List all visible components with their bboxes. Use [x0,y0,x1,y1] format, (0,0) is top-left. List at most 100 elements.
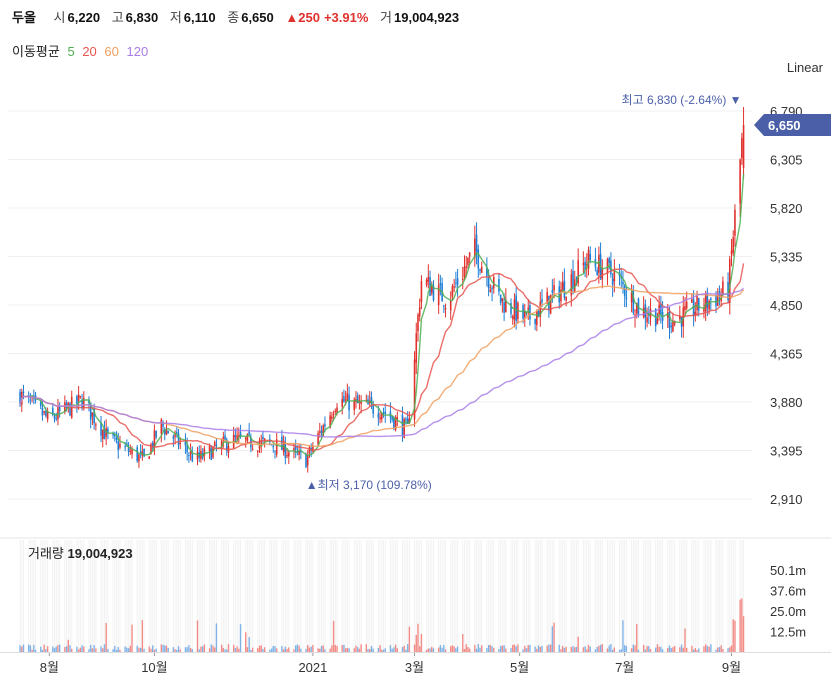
high-value: 6,830 [125,10,159,25]
candle-body [244,437,247,440]
volume-bar [465,644,467,652]
candle-body [172,436,175,439]
moving-average-legend[interactable]: 이동평균 5 20 60 120 [12,41,152,60]
candle-body [546,292,548,304]
volume-tick-label: 25.0m [770,604,806,619]
candle-body [549,294,552,314]
volume-bar [379,645,381,652]
volume-bar [365,644,368,652]
volume-bar [319,648,321,652]
candle-body [437,285,440,305]
volume-bar [505,648,507,652]
candle-body [572,270,574,289]
volume-bar [141,620,144,652]
scale-toggle[interactable]: Linear [786,60,823,75]
candle-body [739,159,741,204]
candle-body [382,412,385,414]
candle-body [293,447,295,452]
candle-body [143,448,145,457]
volume-bar [670,648,672,652]
volume-bar [668,645,671,652]
candle-body [728,259,731,304]
volume-bar [498,648,500,652]
candle-body [239,432,242,438]
volume-bar [429,648,431,652]
candle-body [210,448,213,460]
price-tick-label: 6,305 [770,153,803,168]
ma-120: 120 [126,44,149,59]
candle-body [215,445,218,447]
price-tick-label: 3,880 [770,395,803,410]
volume-bar [215,623,218,652]
volume-bar [102,648,104,652]
volume-bar [239,624,242,652]
volume-bar [29,645,32,652]
candle-body [324,424,326,427]
volume-bar [19,645,21,652]
candle-body [673,320,676,325]
candle-body [320,430,323,434]
candle-body [706,292,709,308]
volume-bar [611,649,614,652]
volume-bar [93,645,95,652]
candle-body [360,401,362,404]
candle-body [668,311,671,328]
volume-bar [274,646,276,652]
volume-bar [673,645,676,652]
candle-body [536,311,538,326]
candle-body [176,432,178,434]
candle-body [406,418,409,424]
current-price-label: 6,650 [768,118,801,133]
volume-bar [114,645,116,652]
volume-bar [467,647,469,652]
volume-bar [53,648,56,652]
volume-bar [276,648,278,652]
volume-bar [610,644,612,652]
volume-bar [517,644,519,652]
volume-bar [172,647,175,652]
candle-body [381,413,383,420]
candle-body [258,443,261,449]
volume-bar [55,646,57,652]
volume-bar [703,646,705,652]
volume-bar [79,647,82,652]
candle-body [420,280,423,303]
volume-bar [232,644,235,652]
volume-bar [630,648,633,652]
volume-bar [649,649,652,652]
volume-bar [164,645,166,652]
volume-bar [160,644,163,652]
volume-bar [431,646,433,652]
volume-bar [208,648,211,652]
volume-bar [103,644,106,652]
candle-body [456,278,459,285]
volume-bar [64,647,66,652]
volume-bar [441,647,443,652]
volume-bar [307,645,309,652]
volume-bar [81,645,83,652]
volume-bar [527,645,529,652]
candle-body [685,301,688,309]
x-tick-label: 7월 [615,660,634,675]
candle-body [370,397,373,404]
volume-bar [451,645,454,652]
candle-body [694,311,697,316]
volume-bar [479,647,481,652]
volume-bar [525,648,528,652]
quote-header: 두올 시 6,220 고 6,830 저 6,110 종 6,650 ▲250 +3.91… [12,7,467,26]
candle-body [529,305,531,320]
candle-body [39,401,42,407]
volume-bar [642,644,645,652]
candle-body [734,209,736,236]
candle-body [468,252,471,257]
candle-body [501,298,504,302]
candle-body [155,430,157,438]
candle-body [408,418,411,424]
candle-body [573,279,576,292]
candle-body [443,305,445,307]
volume-bar [515,646,517,652]
volume-bar [310,646,312,652]
volume-bar [356,647,359,652]
candle-body [348,394,350,411]
